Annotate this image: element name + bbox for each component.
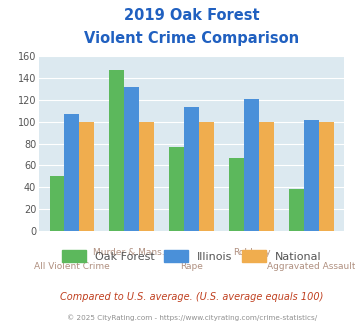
Bar bbox=[109, 70, 124, 231]
Bar bbox=[184, 108, 199, 231]
Text: Robbery: Robbery bbox=[233, 248, 271, 257]
Bar bbox=[169, 147, 184, 231]
Bar bbox=[259, 122, 274, 231]
Text: Violent Crime Comparison: Violent Crime Comparison bbox=[84, 31, 299, 46]
Bar bbox=[65, 114, 80, 231]
Bar bbox=[50, 176, 65, 231]
Text: Compared to U.S. average. (U.S. average equals 100): Compared to U.S. average. (U.S. average … bbox=[60, 292, 323, 302]
Text: Aggravated Assault: Aggravated Assault bbox=[267, 262, 355, 271]
Text: © 2025 CityRating.com - https://www.cityrating.com/crime-statistics/: © 2025 CityRating.com - https://www.city… bbox=[67, 314, 317, 321]
Bar bbox=[124, 87, 139, 231]
Bar bbox=[80, 122, 94, 231]
Bar bbox=[229, 158, 244, 231]
Bar bbox=[289, 189, 304, 231]
Text: All Violent Crime: All Violent Crime bbox=[34, 262, 110, 271]
Bar bbox=[199, 122, 214, 231]
Bar bbox=[304, 119, 319, 231]
Text: Rape: Rape bbox=[180, 262, 203, 271]
Bar bbox=[244, 99, 259, 231]
Bar bbox=[139, 122, 154, 231]
Text: Murder & Mans...: Murder & Mans... bbox=[93, 248, 170, 257]
Text: 2019 Oak Forest: 2019 Oak Forest bbox=[124, 8, 260, 23]
Bar bbox=[319, 122, 334, 231]
Legend: Oak Forest, Illinois, National: Oak Forest, Illinois, National bbox=[58, 246, 326, 267]
